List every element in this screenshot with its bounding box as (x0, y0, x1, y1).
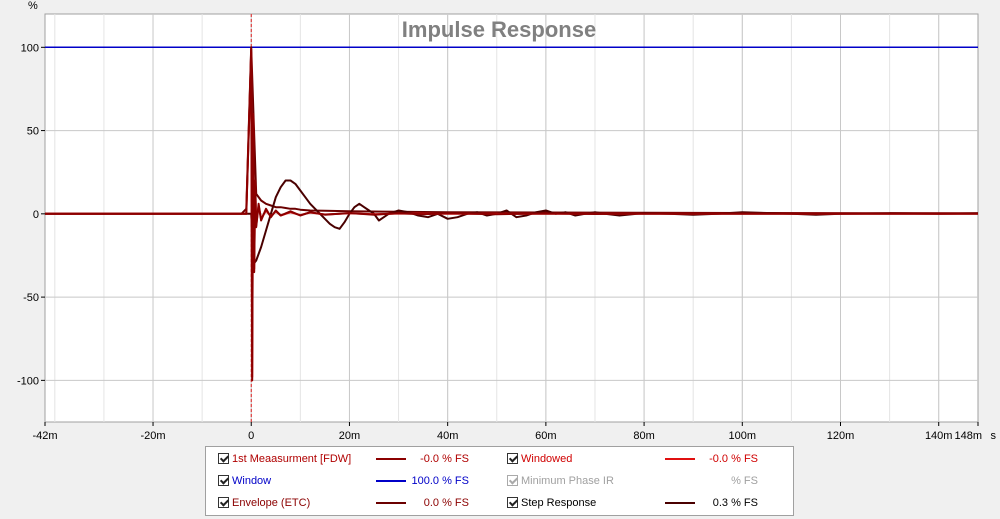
x-tick-label: 100m (729, 430, 757, 442)
checkbox-measurement[interactable] (218, 453, 229, 464)
chart-title: Impulse Response (402, 17, 596, 42)
legend-item-envelope[interactable]: Envelope (ETC) 0.0 % FS (214, 493, 469, 513)
checkbox-window[interactable] (218, 475, 229, 486)
series-line-0 (45, 48, 978, 382)
y-unit-label: % (28, 0, 38, 12)
legend: 1st Meaasurment [FDW] -0.0 % FS Windowed… (205, 446, 794, 516)
legend-item-windowed[interactable]: Windowed -0.0 % FS (503, 449, 758, 469)
x-tick-label: 60m (535, 430, 556, 442)
legend-swatch (376, 480, 406, 482)
checkbox-minimum-phase[interactable] (507, 475, 518, 486)
legend-value: 0.3 % FS (712, 497, 758, 509)
x-tick-label: 148m (954, 430, 982, 442)
axes: 100 50 0 -50 -100 -42m -20m 0 20m 40m 60m 80m 100m 12… (17, 0, 997, 442)
x-tick-label: 120m (827, 430, 855, 442)
legend-value: 0.0 % FS (423, 497, 469, 509)
legend-label: Step Response (521, 497, 597, 509)
x-tick-label: -20m (141, 430, 166, 442)
legend-swatch (665, 502, 695, 504)
legend-value: 100.0 % FS (411, 475, 469, 487)
series-layer (45, 46, 979, 382)
y-tick-label: 100 (21, 42, 39, 54)
legend-value: -0.0 % FS (420, 453, 469, 465)
x-tick-label: -42m (32, 430, 57, 442)
legend-item-step-response[interactable]: Step Response 0.3 % FS (503, 493, 758, 513)
legend-swatch (665, 458, 695, 460)
legend-item-minimum-phase[interactable]: Minimum Phase IR % FS (503, 471, 758, 491)
y-tick-label: -50 (23, 292, 39, 304)
y-tick-label: 50 (27, 126, 39, 138)
legend-item-window[interactable]: Window 100.0 % FS (214, 471, 469, 491)
x-tick-label: 20m (339, 430, 360, 442)
x-tick-label: 40m (437, 430, 458, 442)
x-tick-label: 0 (248, 430, 254, 442)
legend-label: Windowed (521, 453, 573, 465)
x-unit-label: s (991, 430, 997, 442)
x-tick-label: 140m (925, 430, 953, 442)
legend-swatch (376, 502, 406, 504)
legend-label: Minimum Phase IR (521, 475, 614, 487)
plot-area[interactable] (44, 13, 979, 423)
checkbox-step-response[interactable] (507, 497, 518, 508)
legend-swatch (376, 458, 406, 460)
y-tick-label: -100 (17, 375, 39, 387)
legend-value: % FS (731, 475, 758, 487)
legend-label: 1st Meaasurment [FDW] (232, 453, 352, 465)
impulse-response-chart[interactable]: 100 50 0 -50 -100 -42m -20m 0 20m 40m 60m 80m 100m 12… (0, 0, 1000, 446)
x-tick-label: 80m (633, 430, 654, 442)
legend-label: Window (232, 475, 272, 487)
checkbox-envelope[interactable] (218, 497, 229, 508)
legend-item-measurement[interactable]: 1st Meaasurment [FDW] -0.0 % FS (214, 449, 469, 469)
checkbox-windowed[interactable] (507, 453, 518, 464)
legend-value: -0.0 % FS (709, 453, 758, 465)
y-tick-label: 0 (33, 209, 39, 221)
legend-label: Envelope (ETC) (232, 497, 311, 509)
